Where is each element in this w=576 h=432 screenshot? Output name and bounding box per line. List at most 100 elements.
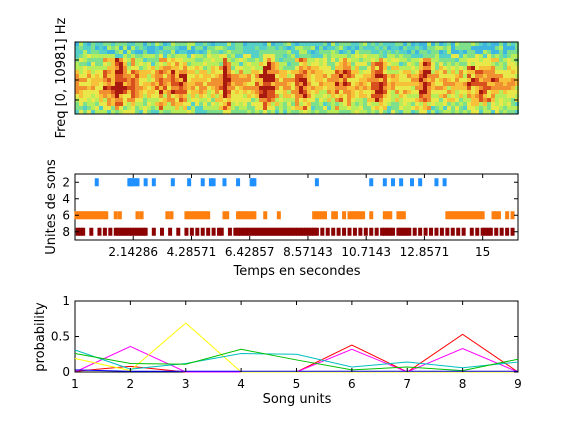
spectrogram-cell xyxy=(167,94,171,98)
spectrogram-cell xyxy=(171,54,175,58)
spectrogram-cell xyxy=(291,46,295,50)
raster-mark-2 xyxy=(236,211,241,220)
spectrogram-cell xyxy=(179,58,183,62)
spectrogram-cell xyxy=(103,106,107,110)
spectrogram-cell xyxy=(147,86,151,90)
spectrogram-cell xyxy=(435,74,439,78)
spectrogram-cell xyxy=(127,90,131,94)
spectrogram-cell xyxy=(299,70,303,74)
spectrogram-cell xyxy=(87,94,91,98)
spectrogram-cell xyxy=(415,106,419,110)
spectrogram-cell xyxy=(455,54,459,58)
raster-mark-3 xyxy=(314,227,319,236)
spectrogram-cell xyxy=(511,86,515,90)
spectrogram-cell xyxy=(475,98,479,102)
spectrogram-cell xyxy=(399,106,403,110)
spectrogram-cell xyxy=(247,70,251,74)
spectrogram-cell xyxy=(463,98,467,102)
spectrogram-cell xyxy=(263,54,267,58)
spectrogram-cell xyxy=(475,102,479,106)
raster-mark-2 xyxy=(195,211,200,220)
spectrogram-cell xyxy=(123,50,127,54)
spectrogram-cell xyxy=(367,102,371,106)
spectrogram-cell xyxy=(179,102,183,106)
spectrogram-cell xyxy=(239,94,243,98)
spectrogram-cell xyxy=(503,102,507,106)
spectrogram-cell xyxy=(151,102,155,106)
spectrogram-cell xyxy=(79,86,83,90)
spectrogram-cell xyxy=(355,58,359,62)
spectrogram-cell xyxy=(115,70,119,74)
spectrogram-cell xyxy=(231,78,235,82)
spectrogram-cell xyxy=(287,90,291,94)
spectrogram-cell xyxy=(167,70,171,74)
spectrogram-cell xyxy=(499,54,503,58)
spectrogram-cell xyxy=(179,110,183,114)
spectrogram-cell xyxy=(459,86,463,90)
raster-mark-1 xyxy=(252,178,257,187)
spectrogram-cell xyxy=(359,42,363,46)
spectrogram-cell xyxy=(187,102,191,106)
spectrogram-cell xyxy=(259,106,263,110)
spectrogram-cell xyxy=(359,74,363,78)
spectrogram-cell xyxy=(515,54,519,58)
spectrogram-cell xyxy=(75,86,79,90)
spectrogram-cell xyxy=(227,82,231,86)
spectrogram-cell xyxy=(467,46,471,50)
spectrogram-cell xyxy=(119,74,123,78)
spectrogram-cell xyxy=(119,58,123,62)
spectrogram-cell xyxy=(303,46,307,50)
spectrogram-cell xyxy=(355,86,359,90)
spectrogram-cell xyxy=(419,50,423,54)
spectrogram-cell xyxy=(115,102,119,106)
spectrogram-cell xyxy=(95,78,99,82)
spectrogram-cell xyxy=(243,98,247,102)
raster-mark-3 xyxy=(483,227,488,236)
spectrogram-cell xyxy=(155,106,159,110)
spectrogram-cell xyxy=(175,66,179,70)
spectrogram-cell xyxy=(455,94,459,98)
spectrogram-cell xyxy=(91,106,95,110)
raster-mark-2 xyxy=(165,211,170,220)
spectrogram-cell xyxy=(347,78,351,82)
spectrogram-cell xyxy=(91,98,95,102)
spectrogram-cell xyxy=(127,106,131,110)
spectrogram-cell xyxy=(379,102,383,106)
spectrogram-cell xyxy=(147,66,151,70)
spectrogram-cell xyxy=(419,42,423,46)
spectrogram-cell xyxy=(159,82,163,86)
spectrogram-cell xyxy=(499,94,503,98)
spectrogram-cell xyxy=(447,50,451,54)
raster-xtick-label: 12.8571 xyxy=(400,245,450,259)
spectrogram-cell xyxy=(295,82,299,86)
spectrogram-cell xyxy=(443,98,447,102)
spectrogram-cell xyxy=(379,106,383,110)
spectrogram-cell xyxy=(219,46,223,50)
spectrogram-cell xyxy=(483,42,487,46)
spectrogram-cell xyxy=(95,90,99,94)
raster-mark-2 xyxy=(505,211,510,220)
spectrogram-cell xyxy=(435,50,439,54)
spectrogram-cell xyxy=(275,70,279,74)
spectrogram-cell xyxy=(183,86,187,90)
spectrogram-cell xyxy=(491,54,495,58)
spectrogram-cell xyxy=(123,94,127,98)
spectrogram-cell xyxy=(435,70,439,74)
raster-mark-3 xyxy=(301,227,306,236)
spectrogram-cell xyxy=(295,50,299,54)
spectrogram-cell xyxy=(303,98,307,102)
spectrogram-cell xyxy=(83,78,87,82)
spectrogram-cell xyxy=(203,50,207,54)
spectrogram-cell xyxy=(99,46,103,50)
spectrogram-cell xyxy=(503,58,507,62)
spectrogram-cell xyxy=(403,42,407,46)
spectrogram-cell xyxy=(455,74,459,78)
spectrogram-cell xyxy=(375,74,379,78)
spectrogram-cell xyxy=(155,46,159,50)
spectrogram-cell xyxy=(355,98,359,102)
spectrogram-cell xyxy=(503,74,507,78)
spectrogram-cell xyxy=(331,46,335,50)
spectrogram-cell xyxy=(199,78,203,82)
spectrogram-cell xyxy=(235,86,239,90)
